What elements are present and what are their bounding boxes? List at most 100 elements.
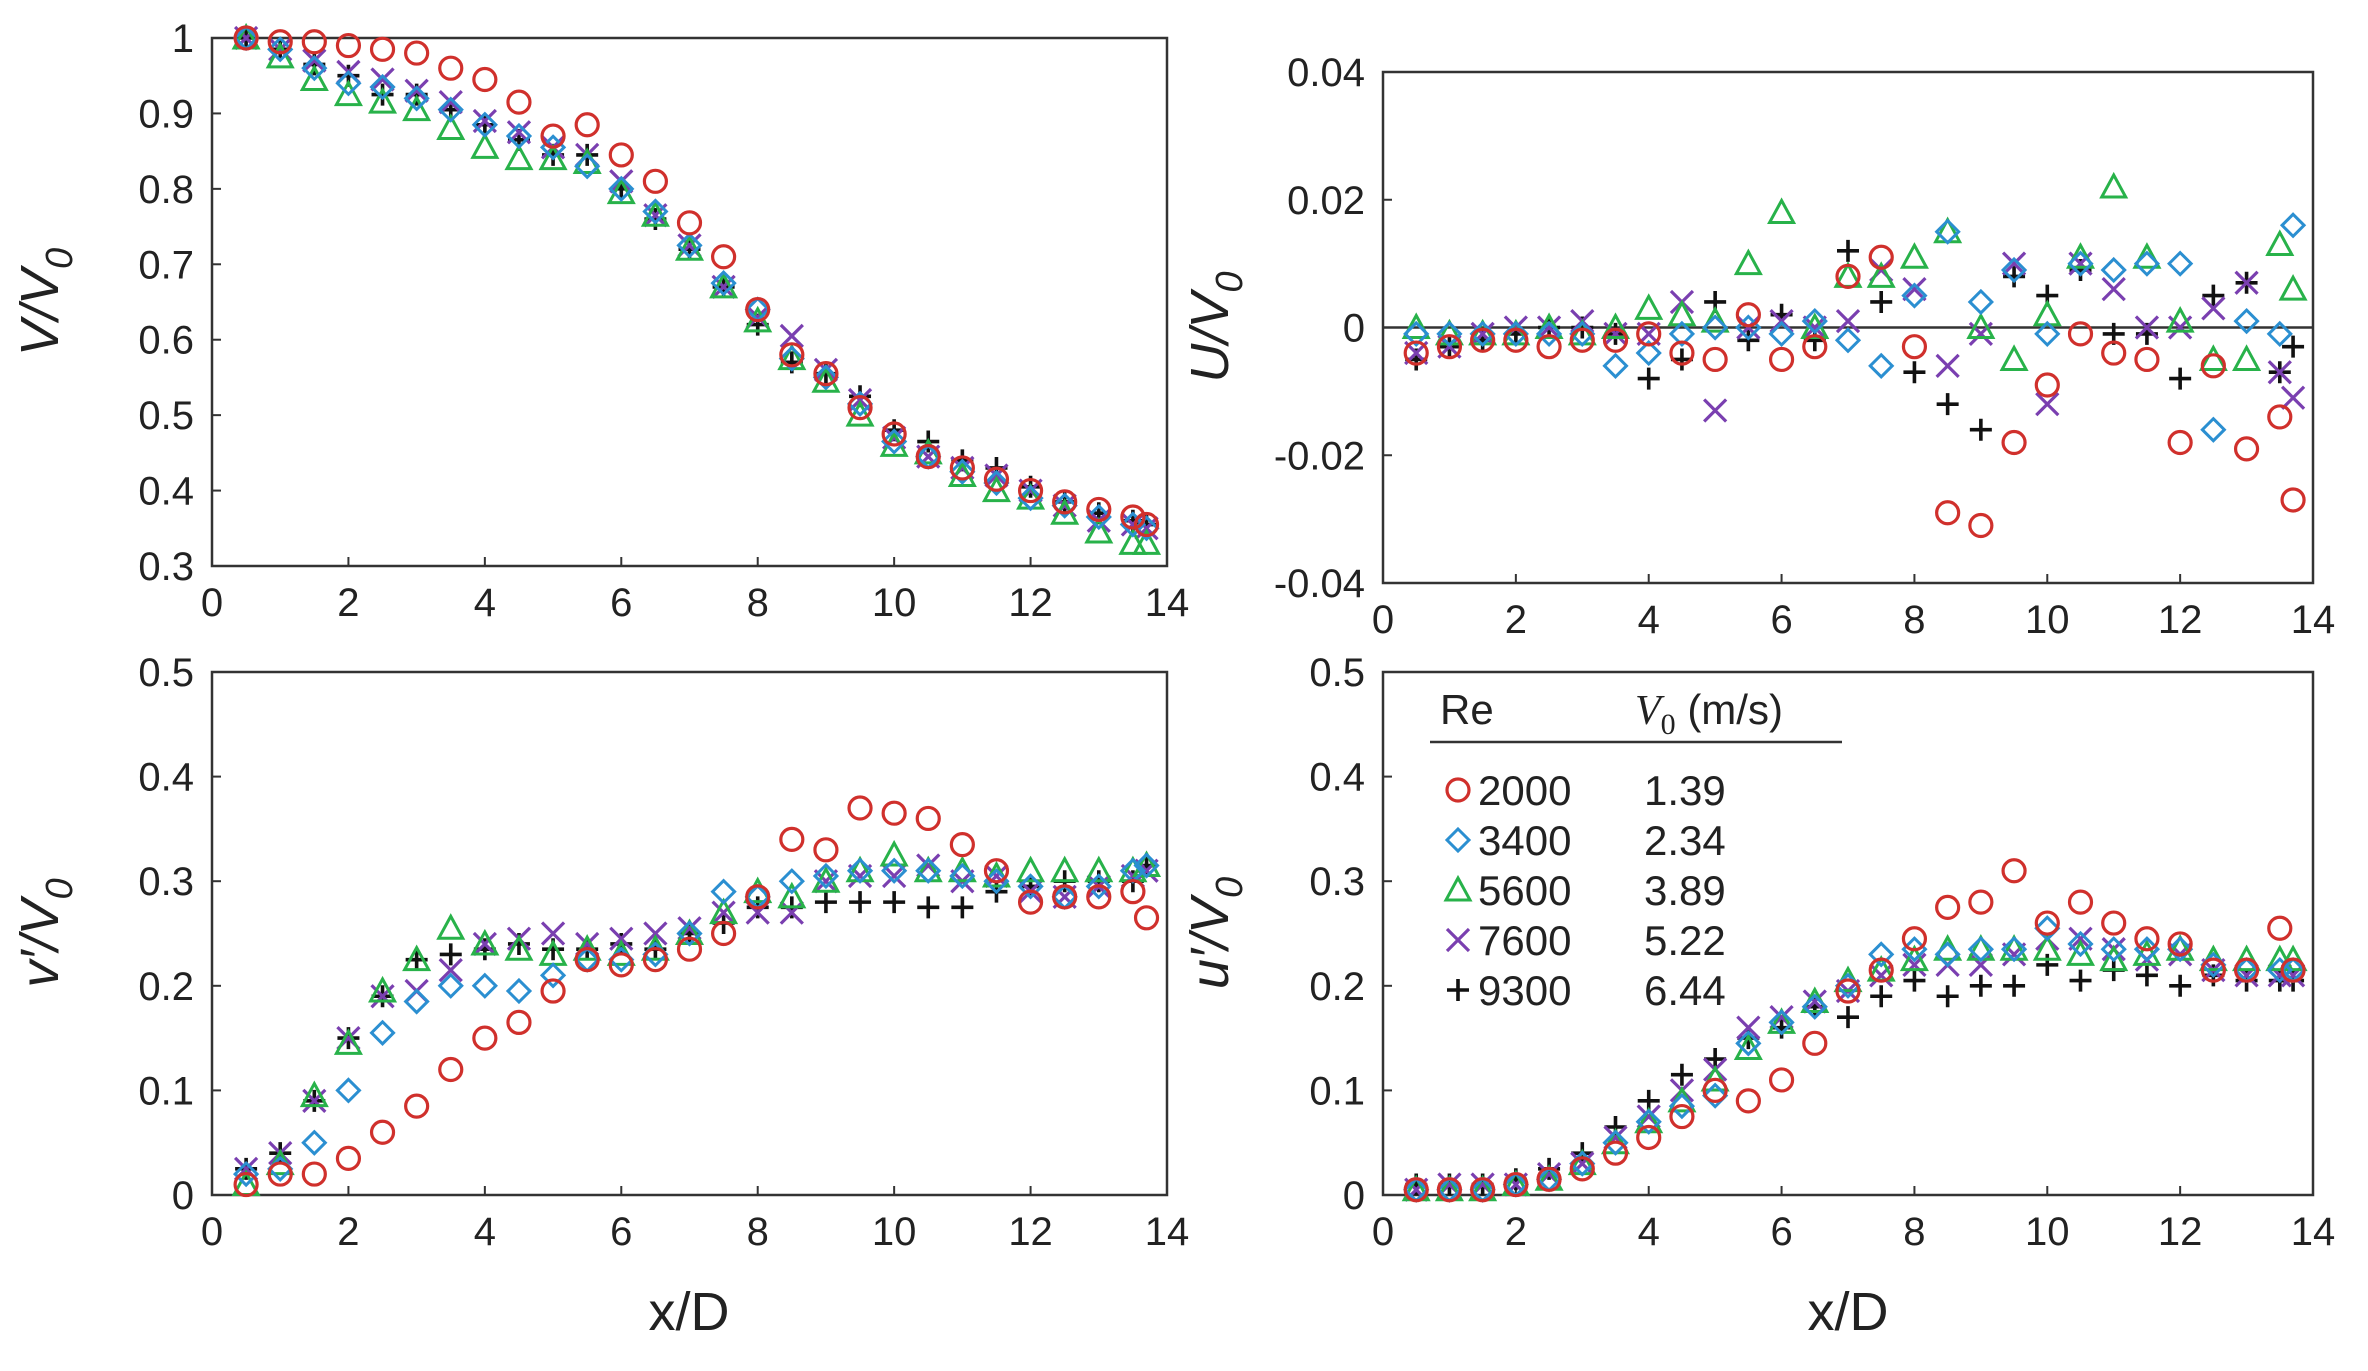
rms-u-point-re3400 xyxy=(2167,936,2194,963)
mean-u-point-re7600 xyxy=(2267,360,2292,385)
rms-v-xtick-label: 0 xyxy=(201,1210,223,1254)
mean-u-point-re5600 xyxy=(1966,312,1996,339)
rms-v-point-re3400 xyxy=(881,857,908,884)
rms-v-xtick-label: 14 xyxy=(1145,1210,1190,1254)
rms-v-point-re2000 xyxy=(1052,884,1078,910)
rms-v-ytick-label: 0 xyxy=(172,1174,194,1218)
mean-u-point-re3400 xyxy=(1768,320,1795,348)
rms-v-point-re2000 xyxy=(881,800,907,826)
mean-u-point-re3400 xyxy=(1403,320,1430,348)
rms-u-point-re2000 xyxy=(1768,1067,1795,1093)
mean-u-point-re3400 xyxy=(1602,352,1629,379)
rms-u-point-re2000 xyxy=(2200,957,2226,983)
mean-u-point-re3400 xyxy=(1668,320,1696,348)
mean-u-point-re5600 xyxy=(1600,312,1631,339)
rms-v-point-re3400 xyxy=(1085,873,1112,900)
mean-u-point-re7600 xyxy=(2280,385,2306,410)
mean-v-point-re2000 xyxy=(847,395,873,421)
rms-v-point-re3400 xyxy=(1017,873,1044,900)
rms-v-point-re2000 xyxy=(676,936,703,962)
mean-v-point-re5600 xyxy=(402,94,432,122)
panel-rms-u-xlabel: x/D xyxy=(1808,1282,1889,1342)
mean-v-point-re2000 xyxy=(335,32,362,59)
rms-u-point-re3400 xyxy=(2100,936,2127,963)
rms-v-ytick-label: 0.5 xyxy=(138,651,194,695)
mean-u-xtick-label: 4 xyxy=(1638,598,1660,642)
rms-v-point-re2000 xyxy=(574,947,600,973)
mean-u-xtick-label: 8 xyxy=(1903,598,1925,642)
mean-u-ytick-label: 0.02 xyxy=(1287,179,1365,223)
rms-u-point-re3400 xyxy=(1801,993,1828,1020)
rms-v-point-re2000 xyxy=(608,952,634,978)
mean-v-point-re3400 xyxy=(301,55,328,82)
rms-u-xtick-label: 10 xyxy=(2025,1210,2070,1254)
rms-u-ytick-label: 0.4 xyxy=(1309,756,1365,800)
mean-v-ytick-label: 0.4 xyxy=(138,470,194,514)
rms-u-point-re2000 xyxy=(1735,1088,1761,1114)
mean-u-ytick-label: -0.04 xyxy=(1274,562,1365,606)
mean-u-point-re7600 xyxy=(2234,270,2259,295)
rms-u-xtick-label: 12 xyxy=(2158,1210,2203,1254)
mean-v-point-re2000 xyxy=(949,455,975,481)
mean-u-point-re5600 xyxy=(1866,261,1896,288)
mean-v-point-re3400 xyxy=(1119,511,1147,538)
rms-v-point-re3400 xyxy=(1133,852,1160,879)
mean-u-point-re2000 xyxy=(2233,436,2260,462)
mean-v-point-re3400 xyxy=(881,428,908,455)
rms-v-point-re5600 xyxy=(777,881,807,909)
rms-v-point-re9300 xyxy=(883,891,906,914)
mean-u-point-re2000 xyxy=(2101,340,2127,366)
mean-v-point-re5600 xyxy=(299,64,329,91)
mean-u-point-re9300 xyxy=(1637,367,1660,390)
mean-u-point-re9300 xyxy=(1837,239,1859,262)
panel-rms-v-xlabel: x/D xyxy=(649,1282,730,1342)
rms-u-point-re2000 xyxy=(1602,1140,1629,1166)
mean-u-point-re2000 xyxy=(2001,429,2027,456)
mean-v-point-re2000 xyxy=(745,296,771,323)
rms-u-point-re2000 xyxy=(1868,957,1894,983)
rms-u-point-re5600 xyxy=(2278,944,2308,972)
rms-v-point-re5600 xyxy=(299,1080,329,1108)
mean-v-xtick-label: 6 xyxy=(610,581,632,625)
rms-u-point-re9300 xyxy=(1870,985,1893,1008)
rms-v-xtick-label: 8 xyxy=(747,1210,769,1254)
rms-u-point-re2000 xyxy=(2167,931,2193,957)
rms-u-point-re2000 xyxy=(1536,1166,1562,1192)
mean-v-point-re9300 xyxy=(473,113,496,136)
mean-v-point-re2000 xyxy=(574,112,600,138)
rms-u-point-re5600 xyxy=(1899,944,1929,972)
rms-u-point-re7600 xyxy=(1902,952,1927,978)
mean-u-point-re2000 xyxy=(1470,327,1496,353)
legend-re-7600: 7600 xyxy=(1478,917,1571,964)
legend-marker-re7600 xyxy=(1445,927,1471,953)
mean-v-xtick-label: 14 xyxy=(1145,581,1190,625)
legend-marker-re3400 xyxy=(1444,826,1472,854)
mean-v-point-re2000 xyxy=(1086,496,1112,523)
mean-u-point-re3400 xyxy=(2279,212,2307,239)
mean-v-xtick-label: 2 xyxy=(337,581,359,625)
rms-v-point-re2000 xyxy=(472,1025,498,1051)
rms-v-point-re3400 xyxy=(471,972,498,999)
rms-v-point-re7600 xyxy=(609,926,634,951)
mean-v-point-re3400 xyxy=(574,153,601,180)
mean-v-point-re3400 xyxy=(949,458,976,485)
mean-v-ytick-label: 0.7 xyxy=(138,243,194,287)
mean-u-point-re9300 xyxy=(2282,335,2305,358)
rms-v-xtick-label: 12 xyxy=(1008,1210,1053,1254)
mean-u-point-re7600 xyxy=(1902,277,1927,302)
mean-v-point-re2000 xyxy=(472,66,498,93)
mean-u-point-re3400 xyxy=(2133,250,2161,277)
rms-u-point-re2000 xyxy=(1968,889,1994,915)
mean-v-ytick-label: 0.3 xyxy=(138,545,194,589)
mean-v-ytick-label: 0.5 xyxy=(138,394,194,438)
mean-v-point-re5600 xyxy=(845,400,875,427)
rms-v-point-re2000 xyxy=(915,805,941,832)
mean-u-point-re9300 xyxy=(2202,284,2225,307)
mean-u-point-re2000 xyxy=(2034,372,2060,398)
mean-u-xtick-label: 10 xyxy=(2025,598,2070,642)
mean-v-point-re3400 xyxy=(608,175,635,202)
mean-u-ytick-label: 0 xyxy=(1343,307,1365,351)
mean-v-point-re3400 xyxy=(437,96,464,123)
rms-u-point-re9300 xyxy=(2003,974,2026,997)
rms-v-point-re3400 xyxy=(949,862,976,890)
